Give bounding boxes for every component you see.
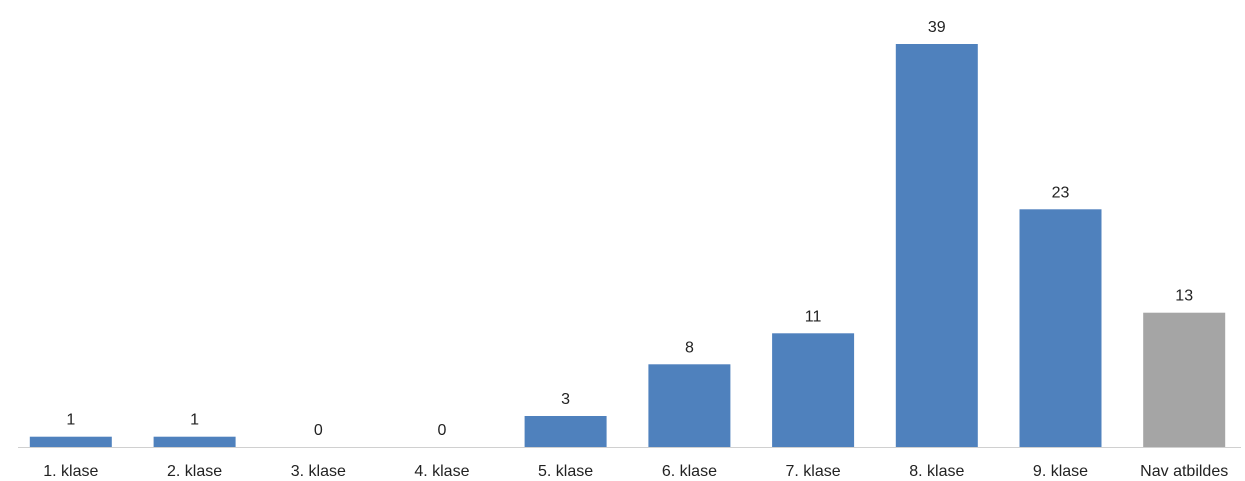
bar-10 xyxy=(1143,312,1226,447)
data-label-4: 0 xyxy=(437,422,446,439)
x-tick-label-1: 1. klase xyxy=(43,463,98,480)
x-tick-label-2: 2. klase xyxy=(167,463,222,480)
bars-group xyxy=(29,44,1226,447)
data-label-3: 0 xyxy=(314,422,323,439)
bar-5 xyxy=(524,416,607,447)
x-tick-label-7: 7. klase xyxy=(786,463,841,480)
data-label-7: 11 xyxy=(805,308,822,325)
bar-9 xyxy=(1019,209,1102,447)
bar-7 xyxy=(772,333,855,447)
data-label-10: 13 xyxy=(1175,288,1193,305)
bar-8 xyxy=(895,44,978,447)
data-label-1: 1 xyxy=(66,412,75,429)
data-label-9: 23 xyxy=(1052,184,1070,201)
x-tick-label-6: 6. klase xyxy=(662,463,717,480)
data-label-2: 1 xyxy=(190,412,199,429)
bar-6 xyxy=(648,364,731,447)
x-tick-label-4: 4. klase xyxy=(414,463,469,480)
x-tick-label-8: 8. klase xyxy=(909,463,964,480)
bar-2 xyxy=(153,436,236,447)
x-tick-labels-group: 1. klase 2. klase 3. klase 4. klase 5. klase… xyxy=(43,463,1228,480)
data-label-6: 8 xyxy=(685,339,694,356)
bar-1 xyxy=(29,436,112,447)
x-tick-label-9: 9. klase xyxy=(1033,463,1088,480)
data-label-8: 39 xyxy=(928,19,946,36)
x-tick-label-5: 5. klase xyxy=(538,463,593,480)
data-label-5: 3 xyxy=(561,391,570,408)
x-tick-label-10: Nav atbildes xyxy=(1140,463,1228,480)
x-tick-label-3: 3. klase xyxy=(291,463,346,480)
